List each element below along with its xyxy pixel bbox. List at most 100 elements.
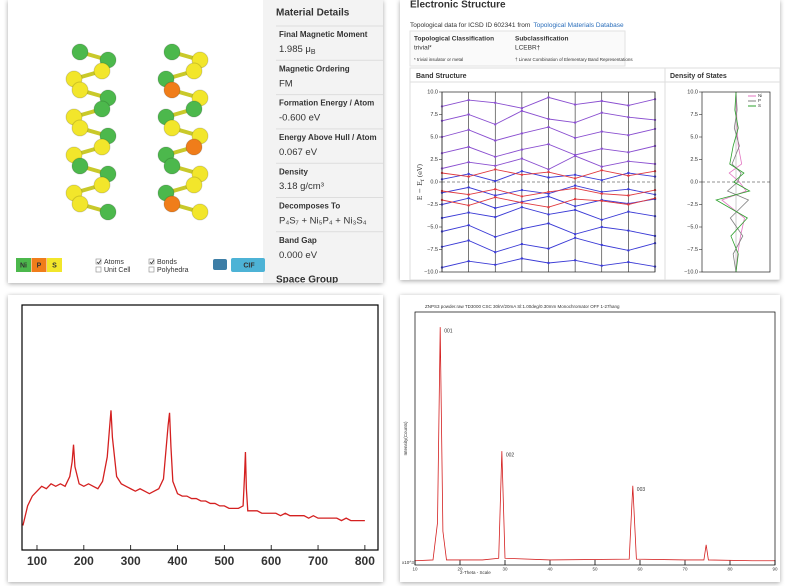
panel xyxy=(8,295,383,582)
atom xyxy=(71,119,89,137)
band-point xyxy=(600,147,603,150)
band-point xyxy=(573,236,577,239)
dos-curve xyxy=(726,91,750,273)
legend-label: P xyxy=(758,98,761,103)
table-note: † Linear Combination of Elementary Band … xyxy=(515,57,633,62)
electronic-structure: Electronic Structure Topological data for… xyxy=(409,0,780,280)
band-point xyxy=(600,199,603,203)
band-point xyxy=(627,188,630,191)
band-point xyxy=(547,213,550,216)
dos-curve xyxy=(715,91,751,273)
atom xyxy=(185,62,203,80)
band-point xyxy=(467,186,470,189)
band-point xyxy=(494,164,497,167)
band-point xyxy=(467,128,470,131)
y-tick-label: −2.5 xyxy=(427,202,438,208)
band-point xyxy=(547,190,550,194)
band-point xyxy=(520,173,524,176)
x-tick-label: 90 xyxy=(772,567,778,572)
checkbox[interactable] xyxy=(148,266,155,273)
y-tick-label: 0.0 xyxy=(430,179,438,185)
y-tick-label: 7.5 xyxy=(430,112,438,118)
atom xyxy=(93,62,111,80)
check xyxy=(149,259,155,265)
source-text: Topological data for ICSD ID 602341 from xyxy=(410,22,530,29)
band-point xyxy=(494,101,497,105)
y-tick-label: 5.0 xyxy=(690,134,698,140)
band-point xyxy=(627,194,630,197)
atom xyxy=(191,203,209,221)
value-text: P₄S₇ + Ni₅P₄ + Ni₃S₄ xyxy=(279,215,367,226)
details-bg xyxy=(263,0,383,283)
atom xyxy=(185,100,203,118)
y-tick-label: 0.0 xyxy=(690,179,698,185)
x-tick-label: 70 xyxy=(682,567,688,572)
atom xyxy=(71,43,89,61)
band-point xyxy=(547,222,550,225)
band-point xyxy=(467,204,470,207)
plot-frame xyxy=(701,91,771,273)
value-text: 0.000 eV xyxy=(279,249,318,260)
band-point xyxy=(494,196,497,199)
icon[interactable] xyxy=(213,259,227,270)
band-point xyxy=(520,206,524,209)
x-tick-label: 300 xyxy=(121,554,141,568)
y-tick-label: −10.0 xyxy=(424,269,438,275)
y-tick-label: 2.5 xyxy=(690,157,698,163)
band-point xyxy=(573,184,577,187)
band-point xyxy=(573,136,577,140)
band-point xyxy=(520,201,524,204)
band-point xyxy=(494,206,497,210)
band-point xyxy=(467,239,470,242)
x-tick-label: 60 xyxy=(637,567,643,572)
checkbox[interactable] xyxy=(95,266,102,273)
detail-value: FM xyxy=(279,78,293,89)
check xyxy=(96,259,102,265)
checkbox-label: Atoms xyxy=(104,259,124,266)
spectrum: 100 200 300 400 500 600 700 800 xyxy=(21,304,379,568)
band-point xyxy=(573,205,577,208)
band-point xyxy=(467,175,470,178)
detail-label: Decomposes To xyxy=(279,202,340,211)
x-tick-label: 50 xyxy=(592,567,598,572)
detail-label: Band Gap xyxy=(279,236,317,245)
band-point xyxy=(547,143,550,146)
band-point xyxy=(467,98,470,102)
band-point xyxy=(573,153,577,157)
atom xyxy=(71,195,89,213)
legend-swatch xyxy=(47,258,62,272)
band-point xyxy=(627,160,630,163)
band-point xyxy=(467,193,470,196)
atom xyxy=(185,176,203,194)
detail-label: Energy Above Hull / Atom xyxy=(279,133,377,142)
band-point xyxy=(547,206,550,209)
legend-label: S xyxy=(52,262,57,269)
label-text: E − E xyxy=(416,181,424,200)
detail-value: -0.600 eV xyxy=(279,112,321,123)
atom xyxy=(163,119,181,137)
band-point xyxy=(467,197,470,200)
legend-swatch xyxy=(31,258,47,272)
chart-box xyxy=(409,67,780,280)
x-tick-label: 20 xyxy=(457,567,463,572)
band-point xyxy=(627,134,630,137)
plot-frame xyxy=(441,91,656,273)
band-point xyxy=(520,257,524,260)
band-point xyxy=(573,233,577,236)
plot-frame xyxy=(21,304,379,551)
x-tick-label: 80 xyxy=(727,567,733,572)
atom xyxy=(93,176,111,194)
band-point xyxy=(573,173,577,176)
band-point xyxy=(467,224,470,227)
plot-frame xyxy=(414,311,776,566)
atom xyxy=(93,100,111,118)
x-tick-label: 800 xyxy=(355,554,375,568)
band-point xyxy=(573,197,577,201)
band-point xyxy=(520,107,524,110)
button[interactable] xyxy=(231,258,265,272)
band-point xyxy=(494,168,497,171)
band-point xyxy=(573,187,577,190)
link[interactable]: Topological Materials Database xyxy=(533,22,624,29)
xrd-pattern: 10 20 30 40 50 60 70 80 90 ZNPS3 powder.raw TD300… xyxy=(402,304,778,575)
band-point xyxy=(494,215,497,219)
